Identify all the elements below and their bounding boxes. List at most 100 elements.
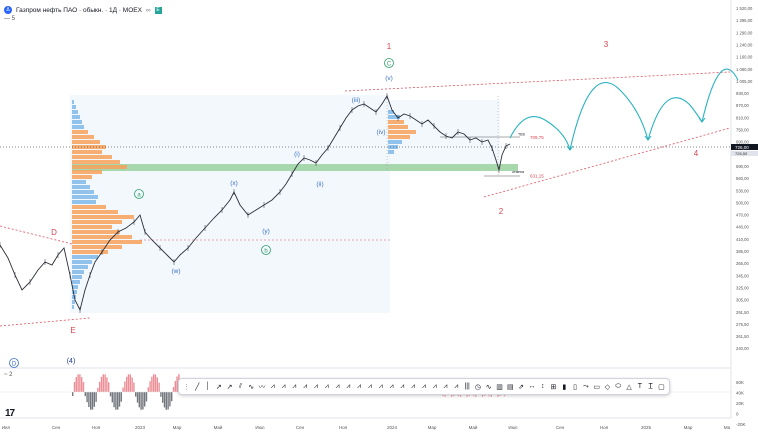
time-tick-label: Ноя — [92, 425, 101, 430]
fib-retracement-icon[interactable]: ⩘ — [313, 382, 318, 390]
projection-icon[interactable]: ⤳ — [583, 382, 589, 390]
head-shoulders-icon[interactable]: ⩘ — [367, 382, 372, 390]
volume-indicator-label[interactable]: ~ 2 — [4, 372, 13, 378]
symbol-title[interactable]: Газпром нефть ПАО · обыкн. · 1Д · MOEX — [16, 6, 142, 14]
arrow-line-icon[interactable]: ↗ — [226, 383, 233, 391]
price-tick-label: 240,00 — [736, 346, 749, 351]
price-series[interactable] — [0, 94, 511, 312]
abcd-pattern-icon[interactable]: ⩘ — [378, 382, 383, 390]
current-price-tag-2 — [731, 151, 758, 156]
volume-bar — [102, 374, 104, 392]
indicator-collapse-toggle[interactable]: — 5 — [4, 16, 16, 22]
volume-profile-bar — [72, 285, 78, 289]
volume-profile-bar — [72, 245, 122, 249]
wave-label-2: 2 — [499, 207, 504, 216]
volume-profile-bar — [72, 110, 78, 114]
volume-bar — [167, 392, 169, 410]
volume-bar — [88, 392, 90, 408]
elliott-correction-icon[interactable]: ⩘ — [421, 382, 426, 390]
bars-pattern-icon[interactable]: ⩘ — [335, 382, 340, 390]
fib-extension-icon[interactable]: ⩘ — [324, 382, 329, 390]
volume-bar — [171, 392, 173, 402]
time-tick-label: Май — [214, 424, 223, 430]
volume-profile-bar — [72, 170, 102, 174]
three-drives-icon[interactable]: ⩘ — [400, 382, 405, 390]
abc-wave-icon[interactable]: ⩘ — [292, 382, 297, 390]
rotated-rect-icon[interactable]: ◇ — [604, 383, 611, 391]
curve-icon[interactable]: ∿ — [248, 383, 255, 391]
parallel-channel-icon[interactable]: ⫽ — [238, 382, 242, 390]
price-tick-label: 930,00 — [736, 91, 749, 96]
current-price-label-2: 726,50 — [735, 151, 748, 156]
ray-icon[interactable]: ↗ — [215, 383, 222, 391]
volume-profile-bar — [72, 255, 98, 259]
time-tick-label: 2023 — [135, 425, 146, 430]
sine-line-icon[interactable]: ∿ — [485, 383, 492, 391]
volume-profile-bar — [72, 225, 112, 229]
long-position-icon[interactable]: ▥ — [496, 383, 503, 391]
tradingview-logo[interactable]: 17 — [5, 408, 15, 419]
volume-bar — [156, 377, 158, 392]
volume-profile-bar — [72, 175, 92, 179]
volume-bar — [126, 376, 128, 392]
volume-bar — [120, 392, 122, 402]
volume-profile-bar — [72, 195, 98, 199]
forecast-icon[interactable]: ⇗ — [518, 383, 525, 391]
trend-line-icon[interactable]: ╱ — [195, 383, 200, 391]
cycle-lines-icon[interactable]: ||| — [464, 383, 470, 390]
rectangle-icon[interactable]: ▭ — [593, 383, 600, 391]
elliott-triangle-icon[interactable]: ⩘ — [432, 382, 437, 390]
triangle-pattern-icon[interactable]: ⩘ — [389, 382, 394, 390]
elliott-triple-icon[interactable]: ⩘ — [454, 382, 459, 390]
ghost-feed-icon[interactable]: ▯ — [573, 383, 578, 391]
drawing-toolbar[interactable]: ⋮ ╱ │ ↗ ↗ ⫽ ∿ 〰 ⩘ ⩘ ⩘ ⩘ ⩘ ⩘ ⩘ ⩘ ⩘ ⩘ ⩘ ⩘ ⩘ ⩘ ⩘ ⩘ ⩘ ⩘ ||| ◷ ∿ ▥ ▤ ⇗ ↔ ↕ ⊞ ▮ ▯ ⤳… — [178, 378, 670, 395]
volume-profile-bar — [72, 135, 94, 139]
time-tick-label: Ноя — [339, 425, 348, 430]
ellipse-icon[interactable]: ⬭ — [615, 382, 622, 390]
price-tick-label: 345,00 — [736, 273, 749, 278]
volume-profile-bar — [72, 180, 86, 184]
symbol-header[interactable]: Δ Газпром нефть ПАО · обыкн. · 1Д · MOEX… — [0, 0, 162, 20]
bar-pattern-icon[interactable]: ▮ — [562, 383, 567, 391]
volume-bar — [115, 392, 117, 410]
forecast-path[interactable] — [509, 68, 739, 151]
time-cycles-icon[interactable]: ◷ — [474, 383, 481, 391]
indicator-tick-label: 20K — [736, 401, 744, 406]
wave-label-c: C — [387, 62, 392, 68]
zigzag-icon[interactable]: ⩘ — [270, 382, 275, 390]
volume-profile-bar — [72, 290, 77, 294]
xabcd-pattern-icon[interactable]: ⩘ — [346, 382, 351, 390]
volume-bar — [99, 381, 101, 392]
volume-bar — [133, 382, 135, 392]
wave-icon[interactable]: 〰 — [258, 383, 266, 391]
vertical-line-icon[interactable]: │ — [205, 383, 211, 390]
pitchfork-icon[interactable]: ⩘ — [303, 382, 308, 390]
elliott-double-icon[interactable]: ⩘ — [443, 382, 448, 390]
date-range-icon[interactable]: ↔ — [528, 383, 536, 390]
triangle-icon[interactable]: △ — [626, 383, 632, 391]
price-range-icon[interactable]: ↕ — [540, 383, 545, 390]
price-tick-label: 1 005,00 — [736, 79, 753, 84]
toolbar-grip[interactable]: ⋮ — [182, 383, 190, 391]
volume-bar — [117, 392, 119, 410]
time-tick-label: Иил — [2, 425, 11, 430]
volume-bar — [97, 387, 99, 392]
price-tick-label: 470,00 — [736, 213, 749, 218]
anchored-text-icon[interactable]: T̲ — [648, 383, 653, 390]
short-position-icon[interactable]: ▤ — [506, 383, 514, 391]
elliott-wave-icon[interactable]: ⩘ — [281, 382, 286, 390]
wave-label-4: 4 — [694, 149, 699, 158]
volume-profile-bar — [72, 120, 82, 124]
indicator-tick-label: 0 — [736, 412, 739, 417]
text-icon[interactable]: T — [637, 383, 642, 390]
elliott-impulse-icon[interactable]: ⩘ — [411, 382, 416, 390]
note-icon[interactable]: ▢ — [658, 383, 665, 391]
eye-icon[interactable]: ∞ — [145, 6, 151, 14]
date-price-range-icon[interactable]: ⊞ — [550, 383, 557, 391]
cypher-pattern-icon[interactable]: ⩘ — [357, 382, 362, 390]
support-zone[interactable] — [72, 164, 518, 171]
indicator-tick-label: -20K — [736, 422, 746, 427]
volume-profile-bar — [72, 200, 96, 204]
